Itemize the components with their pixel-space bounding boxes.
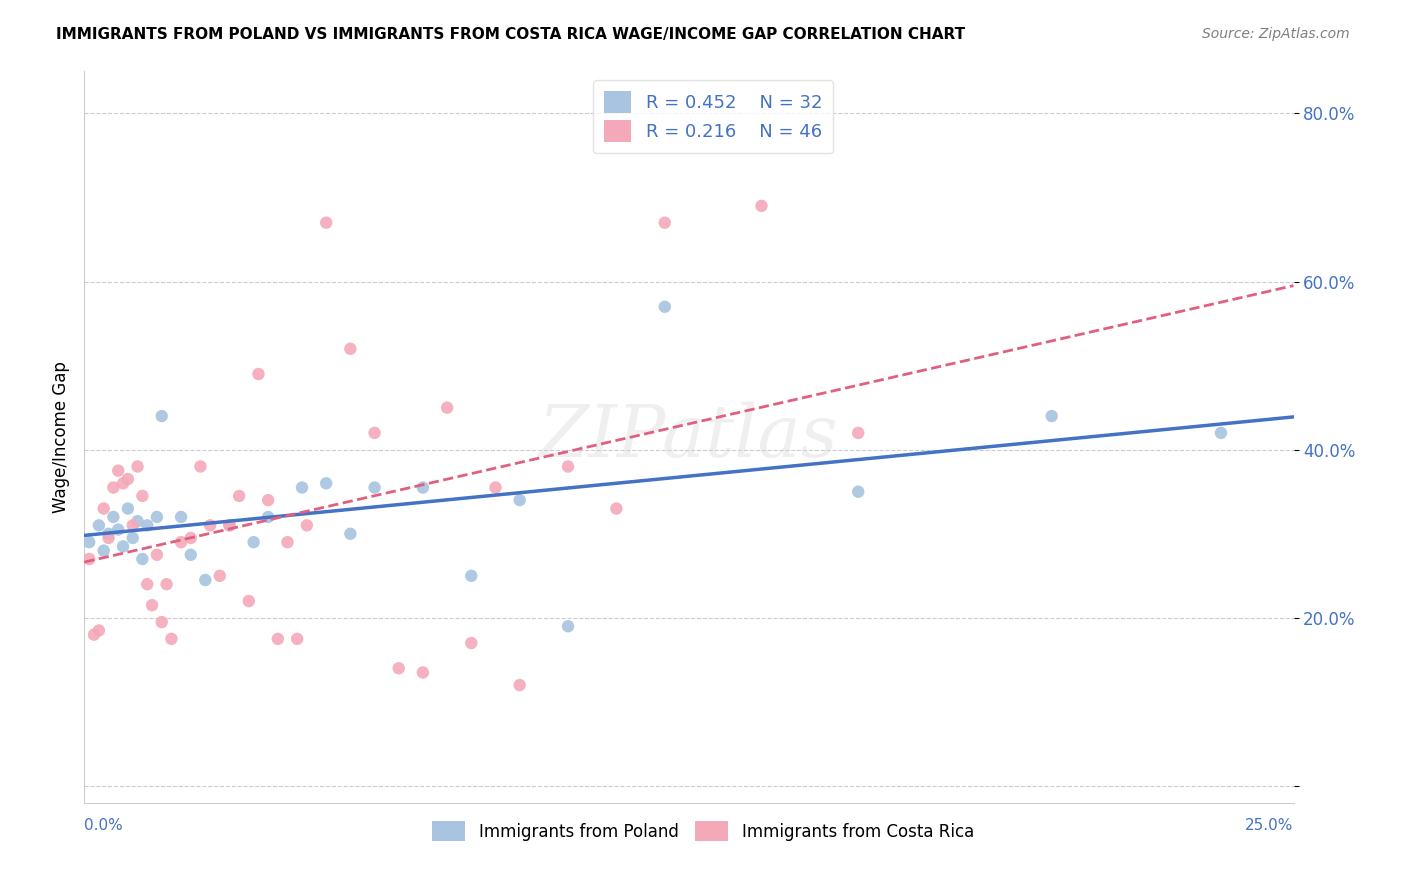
- Y-axis label: Wage/Income Gap: Wage/Income Gap: [52, 361, 70, 513]
- Point: [93, 501, 115, 516]
- Point: [218, 518, 240, 533]
- Point: [654, 300, 676, 314]
- Point: [121, 531, 143, 545]
- Point: [654, 216, 676, 230]
- Point: [141, 599, 163, 613]
- Point: [363, 481, 385, 495]
- Point: [751, 199, 773, 213]
- Point: [315, 476, 337, 491]
- Point: [93, 543, 115, 558]
- Point: [295, 518, 318, 533]
- Point: [257, 493, 280, 508]
- Point: [121, 518, 143, 533]
- Point: [276, 535, 298, 549]
- Point: [87, 518, 110, 533]
- Point: [436, 401, 458, 415]
- Point: [77, 535, 100, 549]
- Point: [247, 367, 270, 381]
- Point: [846, 425, 869, 440]
- Point: [112, 540, 135, 554]
- Point: [146, 510, 169, 524]
- Point: [238, 594, 260, 608]
- Point: [97, 531, 120, 545]
- Point: [605, 501, 627, 516]
- Point: [257, 510, 280, 524]
- Point: [484, 481, 506, 495]
- Point: [127, 459, 149, 474]
- Point: [131, 552, 153, 566]
- Point: [509, 678, 531, 692]
- Point: [77, 552, 100, 566]
- Point: [291, 481, 314, 495]
- Point: [136, 577, 159, 591]
- Point: [228, 489, 250, 503]
- Point: [412, 665, 434, 680]
- Point: [190, 459, 212, 474]
- Point: [285, 632, 308, 646]
- Point: [180, 531, 202, 545]
- Text: IMMIGRANTS FROM POLAND VS IMMIGRANTS FROM COSTA RICA WAGE/INCOME GAP CORRELATION: IMMIGRANTS FROM POLAND VS IMMIGRANTS FRO…: [56, 27, 966, 42]
- Point: [846, 484, 869, 499]
- Point: [242, 535, 264, 549]
- Point: [218, 518, 240, 533]
- Point: [87, 624, 110, 638]
- Point: [180, 548, 202, 562]
- Point: [97, 526, 120, 541]
- Point: [460, 569, 482, 583]
- Point: [208, 569, 231, 583]
- Point: [83, 627, 105, 641]
- Point: [267, 632, 290, 646]
- Legend: R = 0.452    N = 32, R = 0.216    N = 46: R = 0.452 N = 32, R = 0.216 N = 46: [593, 80, 832, 153]
- Point: [194, 573, 217, 587]
- Point: [103, 481, 125, 495]
- Point: [557, 459, 579, 474]
- Point: [117, 472, 139, 486]
- Text: Source: ZipAtlas.com: Source: ZipAtlas.com: [1202, 27, 1350, 41]
- Point: [155, 577, 177, 591]
- Point: [198, 518, 221, 533]
- Point: [1209, 425, 1232, 440]
- Point: [150, 409, 173, 423]
- Text: ZIPatlas: ZIPatlas: [538, 401, 839, 473]
- Point: [509, 493, 531, 508]
- Point: [103, 510, 125, 524]
- Point: [107, 523, 129, 537]
- Point: [170, 510, 193, 524]
- Point: [160, 632, 183, 646]
- Point: [136, 518, 159, 533]
- Legend: Immigrants from Poland, Immigrants from Costa Rica: Immigrants from Poland, Immigrants from …: [425, 814, 981, 848]
- Point: [363, 425, 385, 440]
- Point: [1040, 409, 1063, 423]
- Text: 25.0%: 25.0%: [1246, 818, 1294, 832]
- Point: [339, 342, 361, 356]
- Point: [150, 615, 173, 629]
- Point: [117, 501, 139, 516]
- Point: [107, 464, 129, 478]
- Point: [388, 661, 411, 675]
- Point: [339, 526, 361, 541]
- Point: [412, 481, 434, 495]
- Point: [127, 514, 149, 528]
- Point: [112, 476, 135, 491]
- Text: 0.0%: 0.0%: [84, 818, 124, 832]
- Point: [315, 216, 337, 230]
- Point: [170, 535, 193, 549]
- Point: [131, 489, 153, 503]
- Point: [460, 636, 482, 650]
- Point: [146, 548, 169, 562]
- Point: [557, 619, 579, 633]
